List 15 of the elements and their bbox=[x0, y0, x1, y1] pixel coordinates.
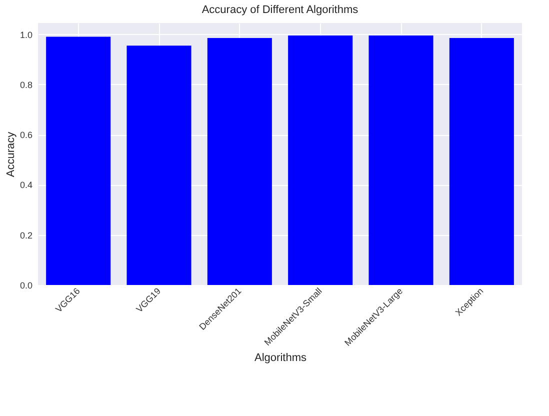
bar bbox=[368, 36, 434, 285]
bar bbox=[449, 38, 514, 285]
bar bbox=[126, 46, 192, 285]
y-tick-label: 1.0 bbox=[20, 30, 32, 40]
chart-title: Accuracy of Different Algorithms bbox=[202, 4, 359, 16]
bar bbox=[46, 36, 111, 285]
x-axis-title: Algorithms bbox=[254, 352, 307, 364]
y-tick-label: 0.6 bbox=[20, 130, 32, 140]
y-tick-label: 0.2 bbox=[20, 230, 32, 240]
y-tick-label: 0.8 bbox=[20, 80, 32, 90]
bar bbox=[207, 38, 272, 285]
bar bbox=[288, 36, 353, 285]
y-tick-label: 0.4 bbox=[20, 180, 32, 190]
y-tick-label: 0.0 bbox=[20, 280, 32, 290]
y-axis-title: Accuracy bbox=[4, 131, 17, 178]
